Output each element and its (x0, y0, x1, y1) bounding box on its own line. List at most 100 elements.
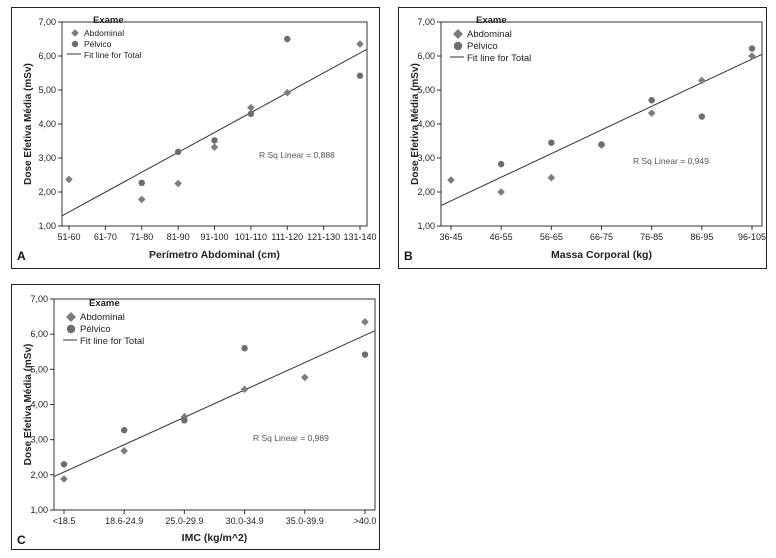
abdominal-point (647, 109, 656, 117)
abdominal-point (60, 475, 68, 483)
x-tick-label: 35.0-39.9 (286, 516, 324, 526)
x-tick-label: 61-70 (94, 232, 117, 242)
legend-title: Exame (93, 15, 124, 26)
x-tick-label: 101-110 (235, 232, 267, 242)
x-tick-label: 91-100 (200, 232, 228, 242)
legend-fit-label: Fit line for Total (84, 50, 142, 60)
legend-pelvico-marker (71, 40, 79, 48)
y-tick-label: 7,00 (417, 17, 435, 27)
x-tick-label: 25.0-29.9 (165, 516, 203, 526)
x-tick-label: 81-90 (167, 232, 190, 242)
y-axis-label: Dose Efetiva Média (mSv) (410, 63, 421, 185)
panel-b-letter: B (404, 249, 413, 263)
y-tick-label: 1,00 (30, 505, 48, 515)
pelvico-point (598, 141, 605, 148)
abdominal-point (65, 175, 73, 184)
x-tick-label: 131-140 (343, 232, 376, 242)
x-tick-label: 51-60 (57, 232, 80, 242)
y-tick-label: 3,00 (38, 153, 56, 163)
y-tick-label: 5,00 (417, 85, 435, 95)
y-tick-label: 3,00 (30, 435, 48, 445)
fit-line (61, 48, 368, 217)
abdominal-point (547, 173, 556, 182)
y-tick-label: 6,00 (417, 51, 435, 61)
pelvico-point (138, 179, 145, 187)
abdominal-point (174, 179, 182, 188)
y-axis-label: Dose Efetiva Média (mSv) (23, 344, 34, 466)
pelvico-point (356, 72, 364, 79)
panel-b-frame (398, 7, 767, 269)
legend-title: Exame (476, 15, 507, 26)
chart-b: 1,00 2,00 3,00 4,00 5,00 6,00 7,00 36-45 46-55 56… (410, 15, 766, 261)
y-tick-label: 2,00 (417, 187, 435, 197)
x-tick-label: 96-105 (738, 232, 766, 242)
legend-abdominal-label: Abdominal (80, 312, 125, 323)
abdominal-point (247, 103, 255, 112)
abdominal-point (356, 40, 364, 48)
pelvico-point (174, 148, 182, 156)
pelvico-point (211, 137, 218, 144)
chart-c: 1,00 2,00 3,00 4,00 5,00 6,00 7,00 <18.5 18.6-24… (23, 294, 377, 544)
x-axis-label: Perímetro Abdominal (cm) (149, 249, 280, 261)
x-axis-label: Massa Corporal (kg) (551, 249, 652, 261)
panel-c-letter: C (17, 533, 26, 547)
x-tick-label: 66-75 (590, 232, 613, 242)
legend-abdominal-marker (66, 312, 76, 322)
legend-abdominal-marker (71, 29, 79, 37)
legend-abdominal-label: Abdominal (467, 29, 512, 40)
abdominal-point (301, 373, 309, 382)
pelvico-point (497, 160, 505, 168)
pelvico-point (748, 45, 756, 52)
r-squared-label: R Sq Linear = 0,888 (259, 150, 335, 160)
pelvico-point (181, 417, 188, 424)
legend-fit-label: Fit line for Total (467, 53, 531, 64)
y-tick-label: 7,00 (30, 294, 48, 304)
y-tick-label: 6,00 (38, 51, 56, 61)
pelvico-point (121, 426, 128, 434)
abdominal-point (698, 76, 706, 85)
legend-pelvico-label: Pélvico (80, 324, 111, 335)
abdominal-point (120, 447, 128, 455)
legend-pelvico-label: Pélvico (467, 41, 498, 52)
y-tick-label: 2,00 (38, 187, 56, 197)
chart-a: 1,00 2,00 3,00 4,00 5,00 6,00 7,00 51-60 61-70 71… (23, 15, 377, 261)
pelvico-point (60, 461, 68, 468)
x-tick-label: >40.0 (354, 516, 377, 526)
legend-fit-label: Fit line for Total (80, 336, 144, 347)
x-tick-label: 121-130 (307, 232, 340, 242)
x-tick-label: 76-85 (640, 232, 663, 242)
x-tick-label: 36-45 (439, 232, 462, 242)
y-tick-label: 7,00 (38, 17, 56, 27)
pelvico-point (361, 351, 369, 358)
y-axis-label: Dose Efetiva Média (mSv) (23, 63, 34, 185)
pelvico-point (241, 345, 248, 352)
abdominal-point (240, 385, 249, 394)
panel-a-frame (11, 7, 380, 269)
y-tick-label: 6,00 (30, 329, 48, 339)
y-tick-label: 4,00 (30, 400, 48, 410)
panel-a-letter: A (17, 249, 26, 263)
legend-abdominal-marker (453, 29, 463, 39)
y-tick-label: 1,00 (38, 221, 56, 231)
pelvico-point (284, 35, 291, 43)
r-squared-label: R Sq Linear = 0,949 (633, 156, 709, 166)
x-tick-label: 18.6-24.9 (105, 516, 143, 526)
x-tick-label: 30.0-34.9 (226, 516, 264, 526)
pelvico-point (698, 113, 706, 120)
x-tick-label: 46-55 (490, 232, 513, 242)
y-tick-label: 4,00 (38, 119, 56, 129)
pelvico-point (247, 110, 255, 118)
x-tick-label: 71-80 (130, 232, 153, 242)
abdominal-point (361, 318, 369, 326)
abdominal-point (210, 143, 219, 151)
legend-abdominal-label: Abdominal (84, 28, 124, 38)
r-squared-label: R Sq Linear = 0,989 (253, 433, 329, 443)
legend-pelvico-label: Pélvico (84, 39, 112, 49)
y-tick-label: 1,00 (417, 221, 435, 231)
x-tick-label: 86-95 (690, 232, 713, 242)
x-tick-label: 56-65 (540, 232, 563, 242)
abdominal-point (180, 413, 189, 421)
legend-pelvico-marker (453, 41, 463, 51)
pelvico-point (648, 97, 655, 104)
y-tick-label: 3,00 (417, 153, 435, 163)
